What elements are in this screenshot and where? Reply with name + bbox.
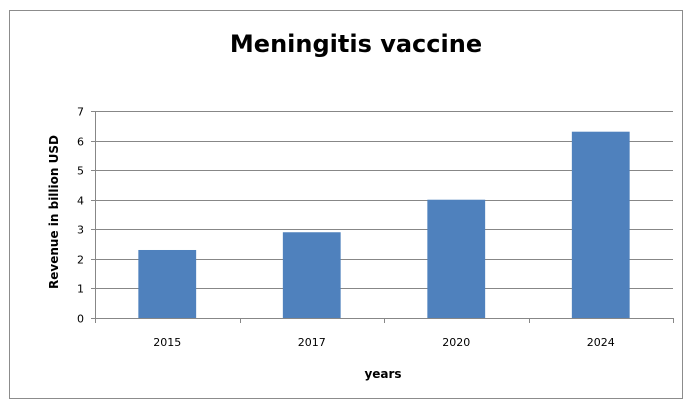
bar-2024	[571, 131, 630, 318]
y-tick-label: 6	[77, 136, 84, 149]
chart-frame	[9, 10, 683, 399]
x-tick-label-2017: 2017	[298, 336, 326, 349]
y-tick-label: 1	[77, 283, 84, 296]
x-tick-label-2024: 2024	[587, 336, 615, 349]
bar-2015	[138, 249, 197, 318]
bar-2020	[427, 199, 486, 318]
y-tick-label: 4	[77, 195, 84, 208]
x-axis-title: years	[364, 367, 401, 381]
bar-2017	[282, 232, 341, 318]
x-tick-label-2015: 2015	[153, 336, 181, 349]
axes	[91, 111, 674, 323]
y-tick-label: 2	[77, 254, 84, 267]
chart-title: Meningitis vaccine	[230, 30, 482, 58]
y-tick-label: 7	[77, 106, 84, 119]
bars	[138, 131, 630, 318]
y-tick-label: 3	[77, 224, 84, 237]
x-tick-label-2020: 2020	[442, 336, 470, 349]
y-tick-label: 0	[77, 313, 84, 326]
tick-labels: 0 1 2 3 4 5 6 7 2015 2017 2020 2024	[77, 106, 615, 350]
y-tick-label: 5	[77, 165, 84, 178]
y-axis-title: Revenue in billion USD	[47, 135, 61, 289]
